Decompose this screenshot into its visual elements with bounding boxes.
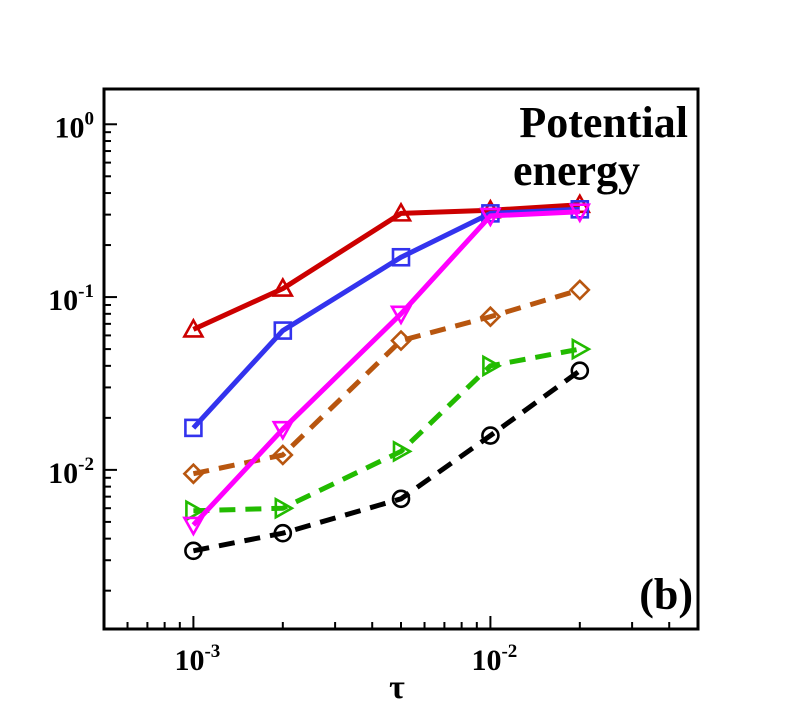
- series-red-triangle-up-point: [389, 201, 413, 222]
- series-magenta-triangle-down-point: [271, 420, 295, 441]
- x-axis-title: τ: [389, 669, 405, 706]
- series-red-triangle-up-point: [271, 276, 295, 297]
- series-magenta-triangle-down-point: [389, 305, 413, 326]
- series-magenta-triangle-down-point: [182, 516, 205, 537]
- series-magenta-triangle-down: [182, 203, 592, 537]
- series-red-triangle-up-line: [192, 202, 580, 332]
- y-tick-label: 10-2: [48, 454, 94, 490]
- axis-ticks: [103, 123, 699, 629]
- series-brown-diamond-line: [192, 287, 581, 477]
- series-black-circle-point: [391, 489, 411, 509]
- series-magenta-triangle-down-point: [479, 207, 502, 228]
- series-magenta-triangle-down-line: [191, 209, 580, 527]
- series-green-triangle-right-point: [185, 499, 206, 522]
- series-brown-diamond-point: [568, 279, 591, 301]
- annotation-title-line1: Potential: [519, 98, 688, 147]
- series-black-circle-point: [481, 426, 500, 445]
- series-brown-diamond-point: [182, 462, 205, 485]
- series-black-circle: [184, 361, 590, 561]
- tick-labels: 10-3 10-2 10-2 10-1 100: [48, 108, 517, 677]
- plot-frame: [102, 87, 700, 631]
- series-blue-square-point: [570, 200, 590, 219]
- series-layer: [182, 193, 592, 561]
- series-brown-diamond: [182, 279, 591, 485]
- series-green-triangle-right-point: [571, 337, 592, 361]
- panel-label: (b): [639, 570, 693, 619]
- series-black-circle-point: [570, 361, 590, 380]
- series-blue-square-point: [273, 321, 293, 340]
- series-red-triangle-up-point: [182, 317, 205, 338]
- annotation-title-line2: energy: [513, 146, 640, 195]
- series-magenta-triangle-down-point: [568, 203, 592, 224]
- series-black-circle-line: [192, 368, 582, 554]
- x-tick-label: 10-3: [174, 641, 220, 677]
- series-blue-square-point: [391, 247, 411, 267]
- series-black-circle-point: [273, 523, 293, 543]
- series-black-circle-point: [184, 541, 203, 561]
- series-green-triangle-right: [185, 337, 592, 522]
- y-tick-label: 100: [55, 108, 95, 144]
- series-green-triangle-right-point: [392, 440, 413, 463]
- series-green-triangle-right-point: [482, 354, 503, 378]
- series-green-triangle-right-point: [274, 496, 295, 520]
- series-green-triangle-right-line: [193, 346, 581, 514]
- series-blue-square: [184, 200, 590, 438]
- series-blue-square-point: [184, 418, 203, 438]
- series-brown-diamond-point: [390, 329, 412, 352]
- x-tick-label: 10-2: [471, 641, 517, 677]
- series-brown-diamond-point: [271, 444, 294, 466]
- series-blue-square-line: [191, 206, 580, 430]
- y-tick-label: 10-1: [48, 281, 94, 317]
- series-brown-diamond-point: [479, 305, 502, 328]
